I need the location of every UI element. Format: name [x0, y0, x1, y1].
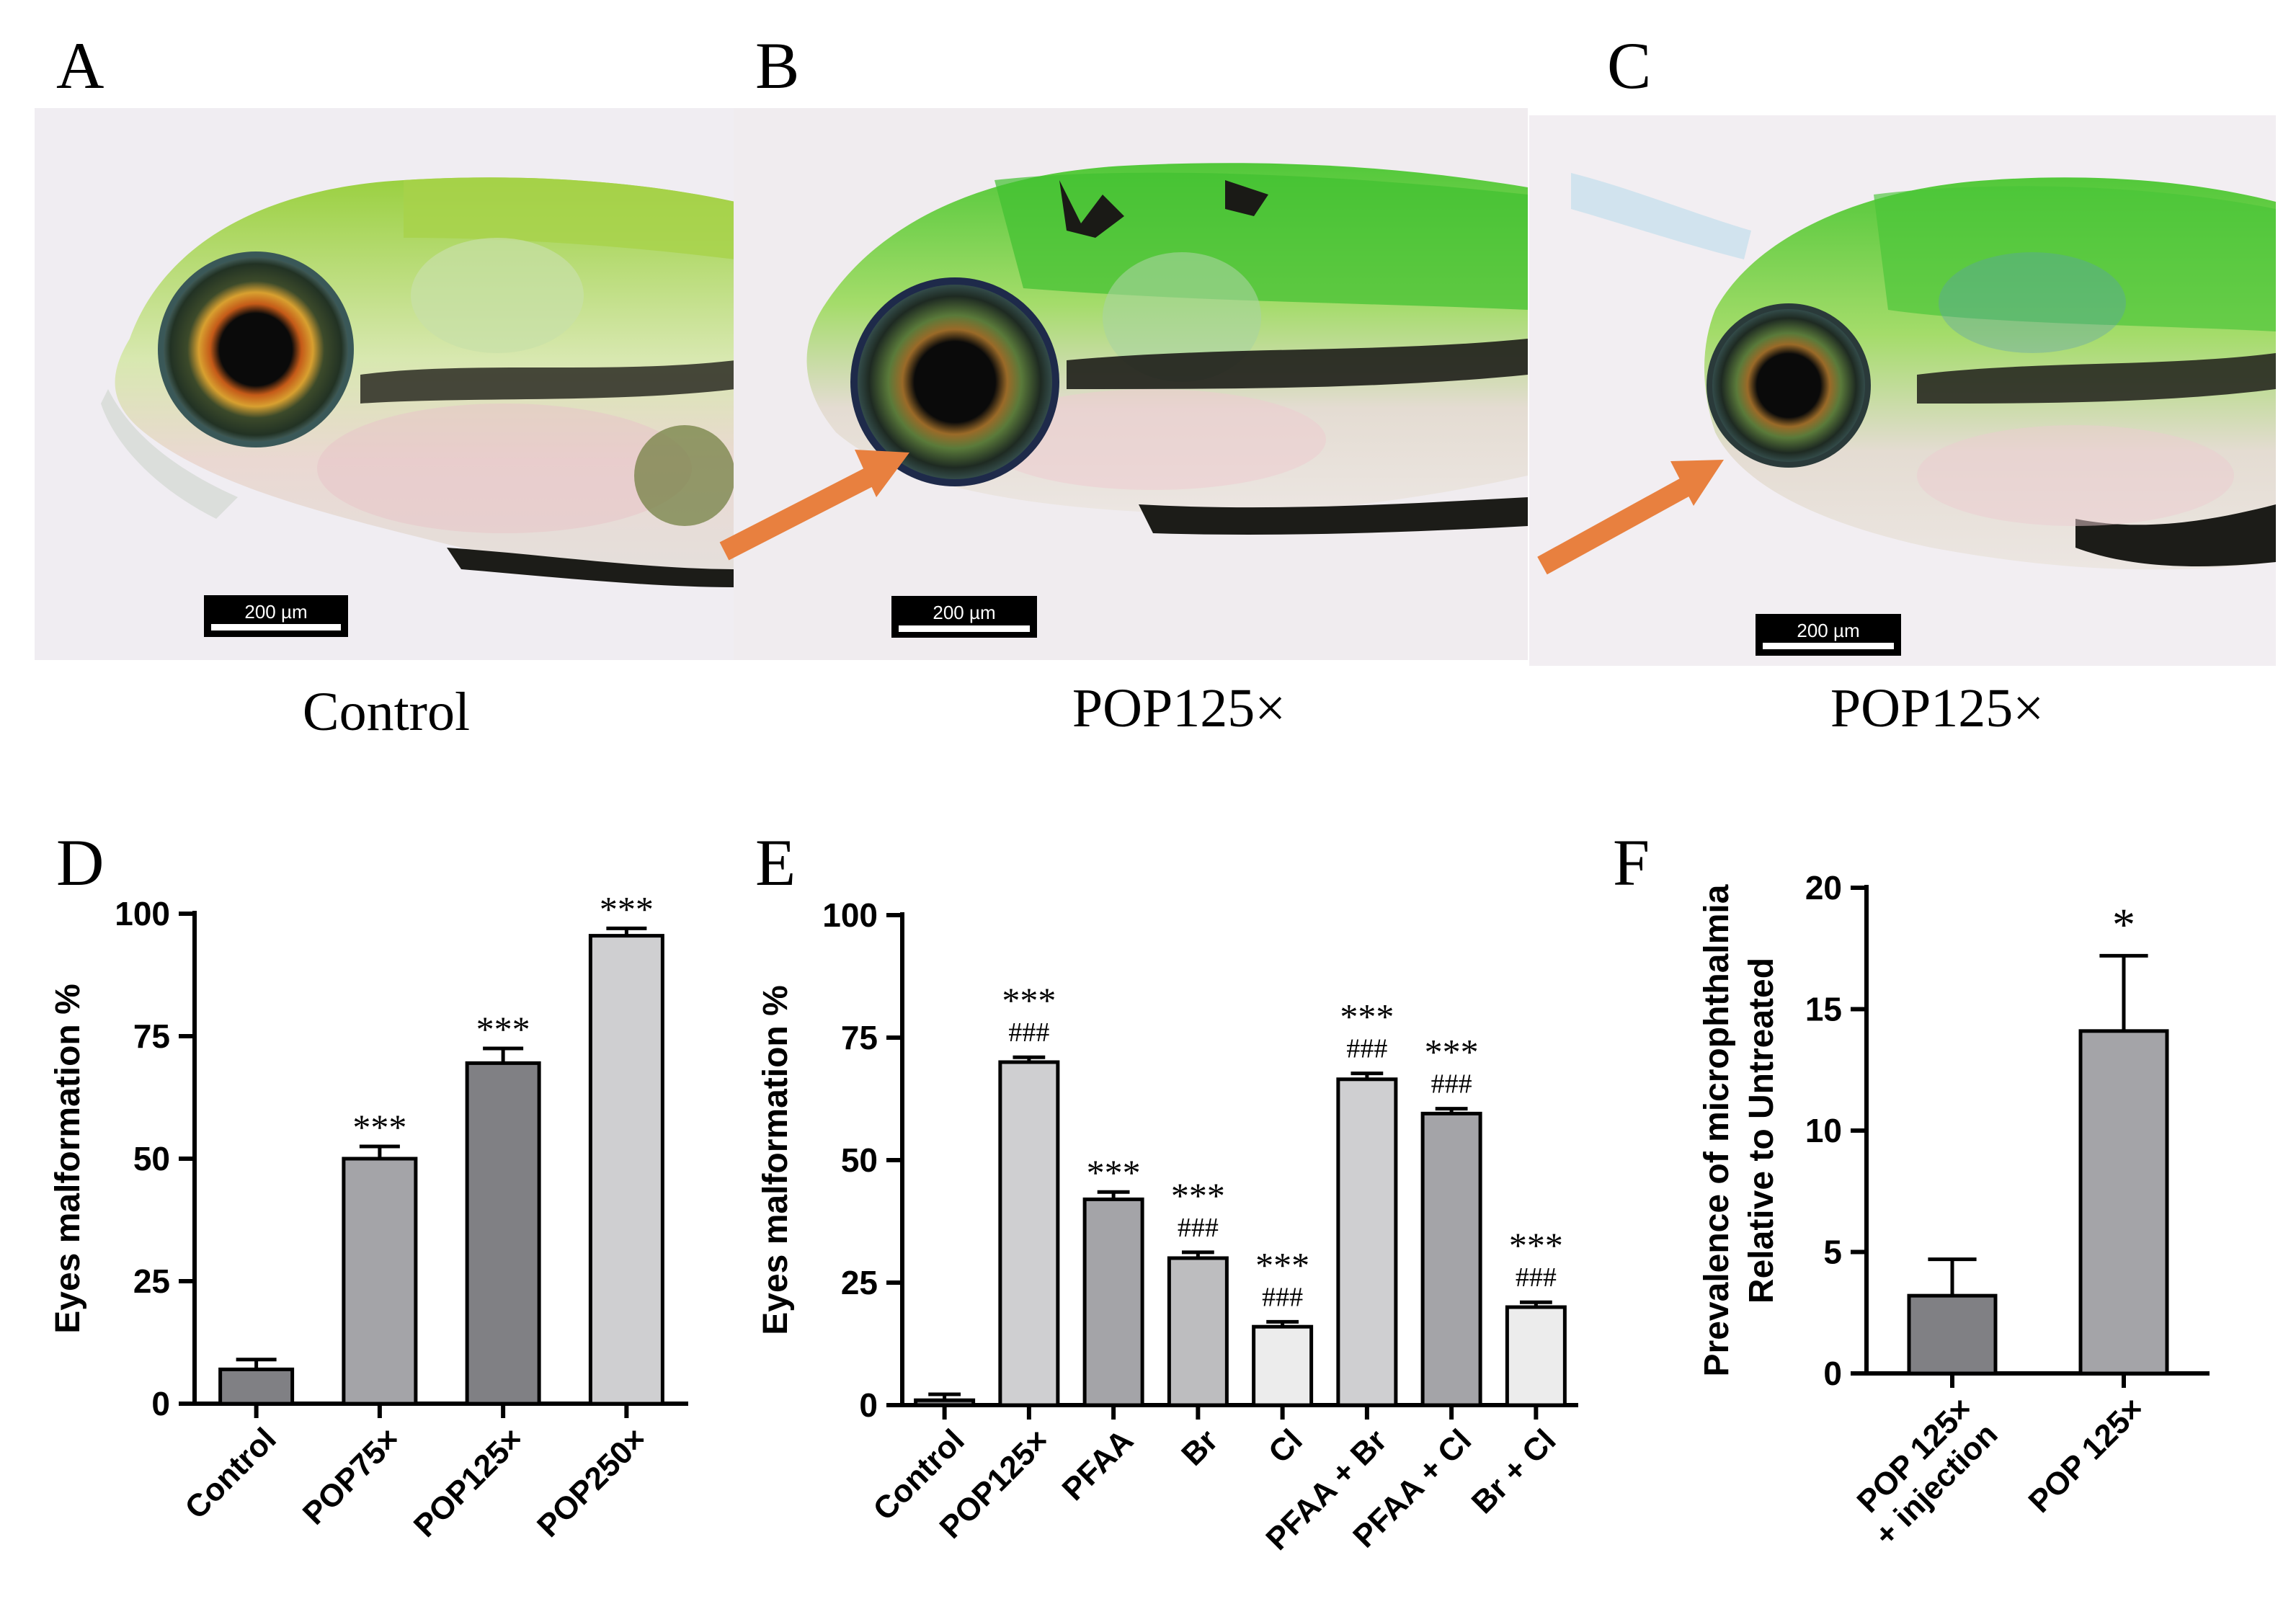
panel-c-arrow: [1537, 460, 1724, 575]
hash-annotation: ###: [1178, 1213, 1219, 1243]
bar: [465, 1061, 541, 1406]
panel-a-letter: A: [56, 29, 104, 102]
y-tick-label: 20: [1805, 869, 1842, 906]
panel-b-caption: POP125×: [1072, 678, 1286, 739]
panel-b-letter: B: [755, 29, 799, 102]
y-axis-label: Eyes malformation %: [49, 984, 87, 1333]
panel-c-caption: POP125×: [1830, 678, 2044, 739]
panel-a: A 200 µm Control: [35, 29, 735, 742]
panel-a-caption: Control: [303, 682, 470, 742]
bar: [914, 1398, 976, 1407]
panel-b-eye: [854, 281, 1056, 483]
y-tick-label: 75: [841, 1019, 878, 1056]
y-axis-label-line2: Relative to Untreated: [1743, 958, 1781, 1304]
x-tick-label: PFAA: [1056, 1422, 1141, 1507]
panel-b-arrow: [719, 450, 909, 561]
significance-annotation: ***: [600, 888, 654, 929]
x-tick-label-line: Control: [178, 1421, 282, 1525]
y-tick-label: 15: [1805, 991, 1842, 1028]
x-tick-label-line: Br: [1175, 1422, 1224, 1472]
bar: [1167, 1256, 1229, 1407]
y-tick-label: 0: [859, 1386, 878, 1424]
hash-annotation: ###: [1008, 1017, 1049, 1048]
hash-annotation: ###: [1346, 1034, 1387, 1064]
bar: [588, 934, 664, 1406]
bar: [1420, 1111, 1482, 1407]
significance-annotation: ***: [1002, 980, 1056, 1020]
significance-annotation: ***: [352, 1107, 406, 1147]
x-tick-label: POP 125×+ injection: [1843, 1391, 2005, 1553]
y-tick-label: 25: [133, 1262, 170, 1300]
bar: [218, 1367, 295, 1406]
x-tick-label: Br + Cl: [1465, 1422, 1563, 1520]
hash-annotation: ###: [1516, 1262, 1557, 1293]
significance-annotation: ***: [476, 1009, 530, 1049]
bar: [342, 1157, 418, 1406]
y-tick-label: 100: [822, 896, 878, 934]
x-tick-label: Control: [178, 1421, 282, 1525]
panel-b: B 200 µm POP125×: [719, 29, 1528, 739]
significance-annotation: ***: [1087, 1152, 1141, 1193]
panel-c-letter: C: [1607, 29, 1651, 102]
x-tick-label: POP125×: [407, 1421, 530, 1543]
panel-c-photo: 200 µm: [1529, 115, 2276, 666]
y-tick-label: 25: [841, 1264, 878, 1301]
panel-a-photo: 200 µm: [35, 108, 735, 660]
panel-a-eye: [161, 254, 351, 445]
panel-b-scale-label: 200 µm: [933, 602, 995, 623]
panel-a-scale-label: 200 µm: [244, 601, 307, 623]
bar: [2078, 1029, 2169, 1376]
x-tick-label: POP 125×: [2022, 1391, 2151, 1520]
chart-f: 0 5 10 15 20 Prevalence of microphthalmia Rela…: [1698, 869, 2210, 1553]
y-tick-label: 100: [115, 895, 170, 932]
y-tick-label: 50: [133, 1140, 170, 1177]
panel-c-scale-label: 200 µm: [1797, 620, 1859, 641]
hash-annotation: ###: [1262, 1282, 1303, 1312]
x-tick-label-line: POP 125×: [2022, 1391, 2151, 1520]
x-tick-label: POP75×: [296, 1421, 406, 1531]
panel-c-eye: [1709, 306, 1868, 465]
y-axis-label: Eyes malformation %: [757, 985, 795, 1335]
x-tick-label-line: POP125×: [407, 1421, 530, 1543]
bar: [1505, 1305, 1567, 1407]
significance-annotation: ***: [1425, 1032, 1479, 1072]
panel-d-letter: D: [56, 826, 104, 899]
x-tick-label: Br: [1175, 1422, 1224, 1472]
significance-annotation: *: [2112, 899, 2135, 950]
bar: [1252, 1324, 1314, 1407]
y-tick-label: 50: [841, 1141, 878, 1179]
chart-d: 0 25 50 75 100 Eyes malformation % Control POP7…: [49, 888, 688, 1544]
y-tick-label: 75: [133, 1017, 170, 1055]
y-tick-label: 10: [1805, 1112, 1842, 1149]
panel-c: C 200 µm POP125×: [1529, 29, 2276, 739]
y-axis-label: Prevalence of microphthalmia: [1698, 884, 1736, 1376]
x-tick-label-line: Br + Cl: [1465, 1422, 1563, 1520]
x-tick-label-line: POP75×: [296, 1421, 406, 1531]
bar: [1907, 1293, 1998, 1376]
y-tick-label: 0: [151, 1385, 170, 1422]
panel-e-letter: E: [755, 826, 796, 899]
x-tick-label: Cl: [1262, 1422, 1309, 1470]
significance-annotation: ***: [1509, 1225, 1563, 1265]
x-tick-label-line: PFAA: [1056, 1422, 1141, 1507]
hash-annotation: ###: [1431, 1069, 1472, 1100]
bar: [1336, 1077, 1398, 1407]
panel-f-letter: F: [1613, 826, 1650, 899]
bar: [1082, 1197, 1144, 1407]
bar: [998, 1060, 1060, 1407]
significance-annotation: ***: [1171, 1175, 1225, 1216]
y-tick-label: 5: [1823, 1234, 1842, 1271]
panel-b-photo: 200 µm: [734, 108, 1528, 660]
significance-annotation: ***: [1255, 1244, 1309, 1285]
x-tick-label-line: Cl: [1262, 1422, 1309, 1470]
significance-annotation: ***: [1340, 997, 1394, 1037]
y-tick-label: 0: [1823, 1355, 1842, 1392]
x-tick-label-line: POP250×: [530, 1421, 653, 1543]
x-tick-label: POP250×: [530, 1421, 653, 1543]
